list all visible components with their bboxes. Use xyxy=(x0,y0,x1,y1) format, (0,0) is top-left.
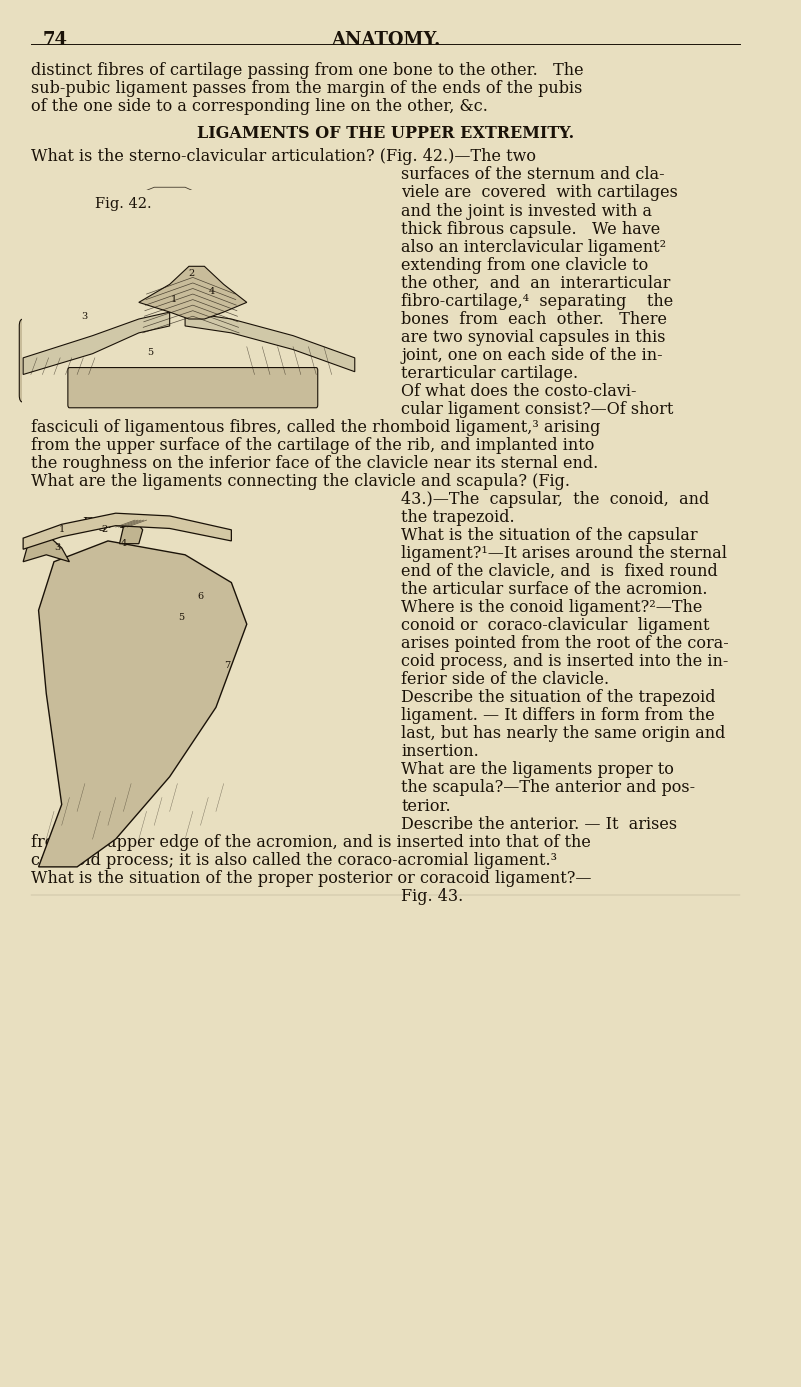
Text: arises pointed from the root of the cora-: arises pointed from the root of the cora… xyxy=(401,635,729,652)
Polygon shape xyxy=(119,520,143,544)
Text: What are the ligaments connecting the clavicle and scapula? (Fig.: What are the ligaments connecting the cl… xyxy=(31,473,570,490)
Text: 1: 1 xyxy=(171,295,177,304)
Text: 43.)—The  capsular,  the  conoid,  and: 43.)—The capsular, the conoid, and xyxy=(401,491,709,508)
Text: Fig. 43.: Fig. 43. xyxy=(401,888,463,904)
Text: the scapula?—The anterior and pos-: the scapula?—The anterior and pos- xyxy=(401,779,695,796)
Text: 1: 1 xyxy=(58,526,65,534)
Text: Of what does the costo-clavi-: Of what does the costo-clavi- xyxy=(401,383,637,399)
Text: What are the ligaments proper to: What are the ligaments proper to xyxy=(401,761,674,778)
Text: end of the clavicle, and  is  fixed round: end of the clavicle, and is fixed round xyxy=(401,563,718,580)
Text: cular ligament consist?—Of short: cular ligament consist?—Of short xyxy=(401,401,674,417)
Polygon shape xyxy=(185,312,355,372)
Text: coracoid process; it is also called the coraco-acromial ligament.³: coracoid process; it is also called the … xyxy=(31,852,557,868)
Text: and the joint is invested with a: and the joint is invested with a xyxy=(401,203,652,219)
Text: terior.: terior. xyxy=(401,798,451,814)
Text: 7: 7 xyxy=(224,662,231,670)
Text: terarticular cartilage.: terarticular cartilage. xyxy=(401,365,578,381)
Polygon shape xyxy=(23,513,231,549)
Text: ligament?¹—It arises around the sternal: ligament?¹—It arises around the sternal xyxy=(401,545,727,562)
Text: Fig. 42.: Fig. 42. xyxy=(95,197,151,211)
Text: 5: 5 xyxy=(147,348,154,356)
Text: Fig. 43.: Fig. 43. xyxy=(83,517,140,531)
Text: coid process, and is inserted into the in-: coid process, and is inserted into the i… xyxy=(401,653,728,670)
Text: of the one side to a corresponding line on the other, &c.: of the one side to a corresponding line … xyxy=(31,98,488,115)
Text: 4: 4 xyxy=(120,540,127,548)
Text: 3: 3 xyxy=(82,312,88,320)
Text: Describe the situation of the trapezoid: Describe the situation of the trapezoid xyxy=(401,689,715,706)
Text: the roughness on the inferior face of the clavicle near its sternal end.: the roughness on the inferior face of th… xyxy=(31,455,598,472)
Text: What is the situation of the proper posterior or coracoid ligament?—: What is the situation of the proper post… xyxy=(31,870,591,886)
FancyBboxPatch shape xyxy=(22,190,361,405)
Text: distinct fibres of cartilage passing from one bone to the other.   The: distinct fibres of cartilage passing fro… xyxy=(31,62,583,79)
Polygon shape xyxy=(139,266,247,319)
Text: 4: 4 xyxy=(209,287,215,295)
Text: 2: 2 xyxy=(188,269,195,277)
Text: LIGAMENTS OF THE UPPER EXTREMITY.: LIGAMENTS OF THE UPPER EXTREMITY. xyxy=(197,125,574,141)
Text: conoid or  coraco-clavicular  ligament: conoid or coraco-clavicular ligament xyxy=(401,617,710,634)
Text: ligament. — It differs in form from the: ligament. — It differs in form from the xyxy=(401,707,714,724)
Text: ANATOMY.: ANATOMY. xyxy=(331,31,441,49)
Text: What is the situation of the capsular: What is the situation of the capsular xyxy=(401,527,698,544)
Text: 2: 2 xyxy=(101,526,107,534)
Text: fibro-cartilage,⁴  separating    the: fibro-cartilage,⁴ separating the xyxy=(401,293,674,309)
Text: last, but has nearly the same origin and: last, but has nearly the same origin and xyxy=(401,725,726,742)
Text: Describe the anterior. — It  arises: Describe the anterior. — It arises xyxy=(401,816,677,832)
Text: What is the sterno-clavicular articulation? (Fig. 42.)—The two: What is the sterno-clavicular articulati… xyxy=(31,148,536,165)
Text: thick fibrous capsule.   We have: thick fibrous capsule. We have xyxy=(401,221,660,237)
Text: the trapezoid.: the trapezoid. xyxy=(401,509,515,526)
Text: the articular surface of the acromion.: the articular surface of the acromion. xyxy=(401,581,707,598)
Text: 74: 74 xyxy=(42,31,67,49)
Text: sub-pubic ligament passes from the margin of the ends of the pubis: sub-pubic ligament passes from the margi… xyxy=(31,80,582,97)
Polygon shape xyxy=(23,312,170,374)
Text: insertion.: insertion. xyxy=(401,743,479,760)
Text: Where is the conoid ligament?²—The: Where is the conoid ligament?²—The xyxy=(401,599,702,616)
Text: viele are  covered  with cartilages: viele are covered with cartilages xyxy=(401,184,678,201)
Text: surfaces of the sternum and cla-: surfaces of the sternum and cla- xyxy=(401,166,665,183)
FancyBboxPatch shape xyxy=(19,319,181,402)
FancyBboxPatch shape xyxy=(19,534,359,888)
Text: 5: 5 xyxy=(178,613,184,621)
Text: 3: 3 xyxy=(54,544,61,552)
Text: the other,  and  an  interarticular: the other, and an interarticular xyxy=(401,275,670,291)
Text: from the upper surface of the cartilage of the rib, and implanted into: from the upper surface of the cartilage … xyxy=(31,437,594,454)
FancyBboxPatch shape xyxy=(68,368,318,408)
Text: also an interclavicular ligament²: also an interclavicular ligament² xyxy=(401,239,666,255)
Text: fasciculi of ligamentous fibres, called the rhomboid ligament,³ arising: fasciculi of ligamentous fibres, called … xyxy=(31,419,600,436)
Text: from the upper edge of the acromion, and is inserted into that of the: from the upper edge of the acromion, and… xyxy=(31,834,590,850)
Text: 6: 6 xyxy=(198,592,203,601)
Text: extending from one clavicle to: extending from one clavicle to xyxy=(401,257,648,273)
Text: joint, one on each side of the in-: joint, one on each side of the in- xyxy=(401,347,662,363)
Polygon shape xyxy=(23,534,70,562)
Text: are two synovial capsules in this: are two synovial capsules in this xyxy=(401,329,666,345)
Text: bones  from  each  other.   There: bones from each other. There xyxy=(401,311,667,327)
Polygon shape xyxy=(38,541,247,867)
Text: ferior side of the clavicle.: ferior side of the clavicle. xyxy=(401,671,609,688)
